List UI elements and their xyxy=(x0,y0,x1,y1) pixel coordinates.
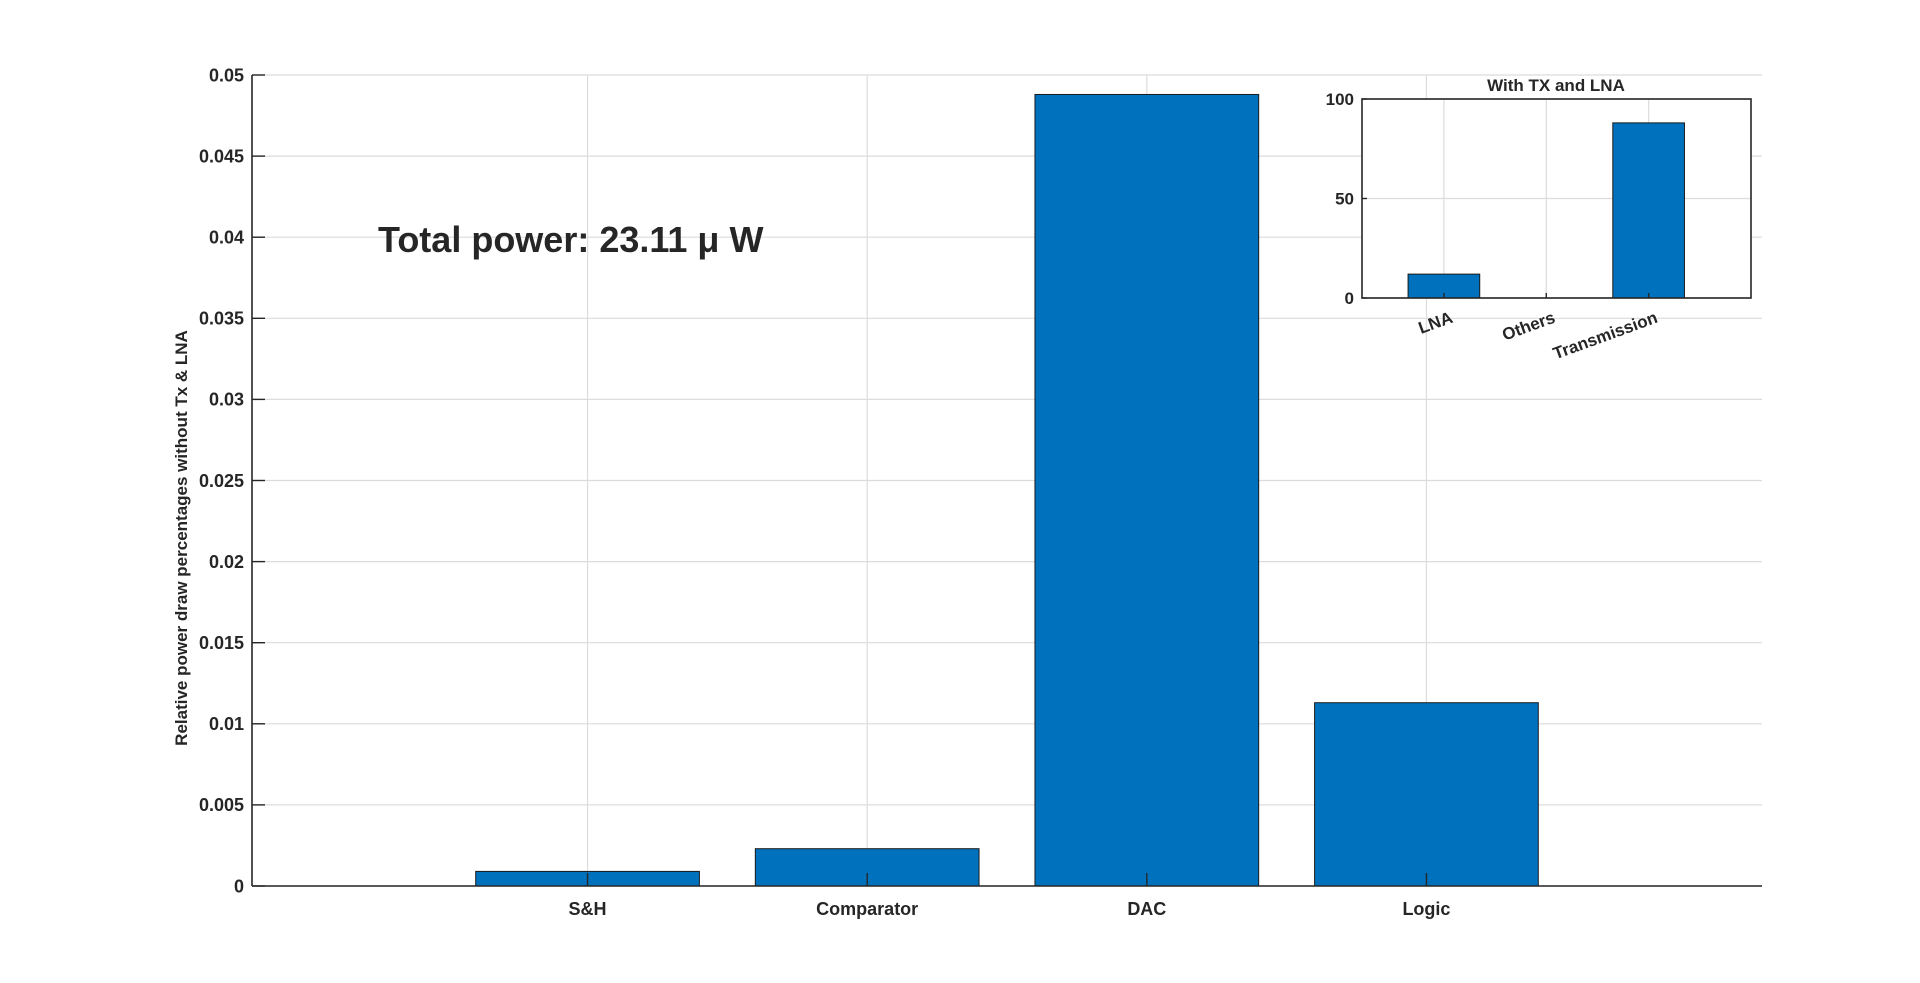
inset-y-tick-label: 50 xyxy=(1335,189,1354,208)
inset-title: With TX and LNA xyxy=(1487,76,1625,95)
main-y-tick-label: 0.01 xyxy=(209,714,244,734)
main-y-tick-label: 0.025 xyxy=(199,471,244,491)
main-y-axis-label: Relative power draw percentages without … xyxy=(172,330,191,746)
main-y-tick-label: 0.05 xyxy=(209,65,244,85)
main-bars xyxy=(475,93,1539,887)
inset-bar-transmission xyxy=(1612,122,1685,299)
main-bar-logic xyxy=(1314,702,1539,887)
main-x-ticks: S&H Comparator DAC Logic xyxy=(569,873,1450,919)
main-y-tick-label: 0.02 xyxy=(209,552,244,572)
inset-bars xyxy=(1407,122,1685,299)
inset-x-tick-label: LNA xyxy=(1416,308,1455,338)
main-bar-dac xyxy=(1034,93,1260,887)
main-y-ticks: 0 0.005 0.01 0.015 0.02 0.025 0.03 0.035 0.04 0.0… xyxy=(199,65,265,896)
main-x-tick-label: Logic xyxy=(1402,899,1450,919)
inset-y-tick-label: 0 xyxy=(1345,289,1354,308)
main-y-tick-label: 0.045 xyxy=(199,146,244,166)
main-x-tick-label: Comparator xyxy=(816,899,918,919)
inset-y-tick-label: 100 xyxy=(1326,90,1354,109)
main-y-tick-label: 0.005 xyxy=(199,795,244,815)
total-power-annotation: Total power: 23.11 μ W xyxy=(378,219,763,260)
main-y-tick-label: 0.03 xyxy=(209,390,244,410)
inset-x-tick-label: Transmission xyxy=(1551,308,1660,363)
main-y-tick-label: 0.04 xyxy=(209,228,244,248)
inset-x-tick-label: Others xyxy=(1500,308,1558,345)
main-x-tick-label: DAC xyxy=(1127,899,1166,919)
main-y-tick-label: 0.015 xyxy=(199,633,244,653)
main-x-tick-label: S&H xyxy=(569,899,607,919)
main-y-tick-label: 0.035 xyxy=(199,309,244,329)
inset-y-ticks: 0 50 100 xyxy=(1326,90,1367,308)
main-y-tick-label: 0 xyxy=(234,876,244,896)
